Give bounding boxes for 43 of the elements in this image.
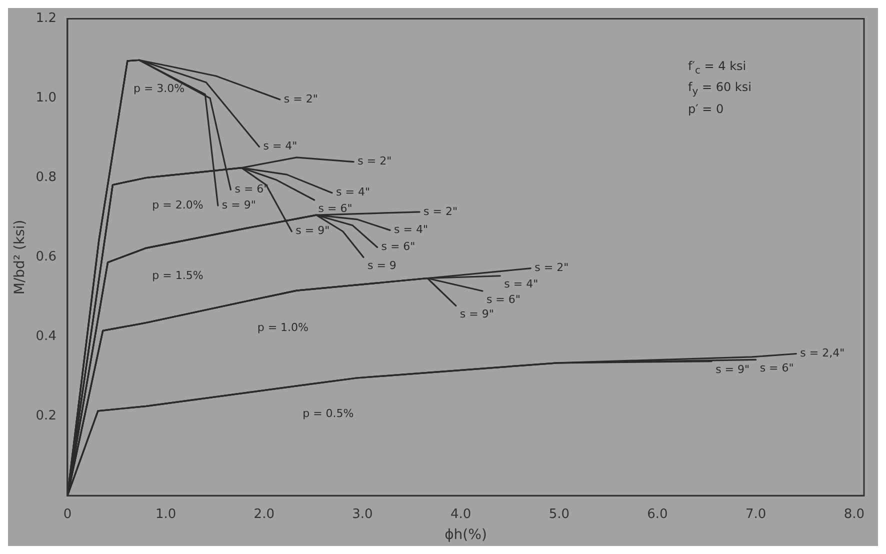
series-label: s = 4" <box>336 186 370 199</box>
series-label: s = 6" <box>486 292 520 306</box>
annotation: f$_{y}$ = 60 ksi <box>688 79 752 100</box>
x-tick-label: 8.0 <box>844 506 865 522</box>
series-label: s = 4" <box>394 223 428 236</box>
annotation: p = 3.0% <box>133 82 185 95</box>
y-tick-label: 0.2 <box>36 408 56 424</box>
y-axis-title: M/bd² (ksi) <box>12 220 28 295</box>
annotation: p = 1.0% <box>257 320 309 334</box>
x-tick-label: 2.0 <box>254 506 274 522</box>
x-axis-title: ϕh(%) <box>444 527 487 544</box>
y-tick-label: 0.4 <box>36 329 56 344</box>
x-tick-label: 7.0 <box>745 506 766 522</box>
series-label: s = 2" <box>284 92 318 106</box>
series-label: s = 9" <box>296 224 330 238</box>
series-label: s = 2,4" <box>800 346 845 360</box>
series-label: s = 2" <box>358 154 392 168</box>
y-tick-label: 1.0 <box>36 90 56 106</box>
series-label: s = 9" <box>460 308 494 321</box>
x-tick-label: 6.0 <box>647 506 668 522</box>
annotation: p = 0.5% <box>302 406 354 420</box>
series-label: s = 2" <box>424 204 458 218</box>
series-label: s = 9" <box>716 363 750 376</box>
x-tick-label: 5.0 <box>548 506 570 522</box>
y-tick-label: 0.6 <box>36 250 56 265</box>
x-tick-label: 0 <box>63 506 72 522</box>
series-label: s = 6" <box>381 240 416 254</box>
series-label: s = 9 <box>367 259 396 272</box>
x-tick-label: 1.0 <box>155 506 176 522</box>
annotation: p′ = 0 <box>688 100 725 118</box>
x-tick-label: 4.0 <box>450 506 472 522</box>
y-tick-label: 0.8 <box>36 170 56 186</box>
series-label: s = 4" <box>263 140 298 153</box>
series-label: s = 6" <box>318 202 352 215</box>
annotation: f′$_{c}$ = 4 ksi <box>688 58 748 78</box>
annotation: p = 1.5% <box>152 268 204 282</box>
annotation: p = 2.0% <box>152 198 204 212</box>
series-label: s = 9" <box>222 198 256 212</box>
series-label: s = 4" <box>504 278 538 291</box>
series-label: s = 2" <box>534 261 569 274</box>
y-tick-label: 1.2 <box>36 11 56 26</box>
series-label: s = 6" <box>760 362 794 375</box>
x-tick-label: 3.0 <box>352 506 373 522</box>
